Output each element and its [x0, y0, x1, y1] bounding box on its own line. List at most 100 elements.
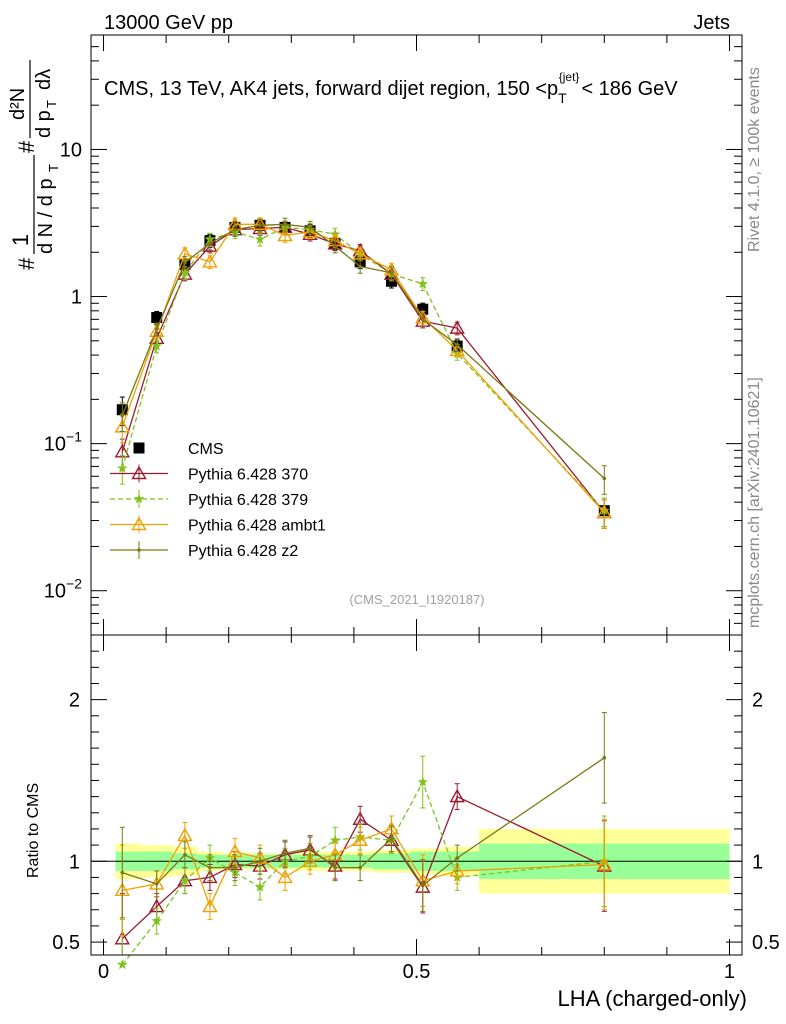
point-z2	[233, 227, 237, 232]
point-p379	[417, 278, 428, 289]
ratio-point-z2	[333, 865, 337, 870]
y-tick-label-base: 1	[71, 287, 82, 309]
point-cms	[417, 303, 429, 315]
ratio-panel-marks	[114, 712, 612, 970]
point-p379	[254, 233, 266, 244]
y-axis-label-dlambda: dλ	[33, 69, 55, 90]
legend-label-p379: Pythia 6.428 379	[188, 492, 308, 509]
legend-label-z2: Pythia 6.428 z2	[188, 543, 298, 560]
point-z2	[389, 271, 394, 275]
ratio-y-tick-label-right: 0.5	[752, 932, 780, 954]
point-z2	[120, 413, 125, 418]
ratio-point-ambt1	[596, 856, 612, 871]
y-tick-label-base: 10	[44, 434, 66, 456]
header-left-label: 13000 GeV pp	[104, 12, 233, 34]
point-ambt1	[596, 504, 612, 519]
y-axis-label-denominator-2: d p	[33, 110, 55, 138]
ratio-point-ambt1	[177, 827, 193, 842]
series-line-p379	[121, 226, 605, 512]
legend-marker-cms	[133, 442, 145, 454]
y-tick-label-exp: −2	[66, 576, 82, 592]
ratio-point-p379	[329, 834, 341, 845]
point-p379	[117, 462, 128, 473]
legend-marker-z2	[137, 548, 141, 552]
ratio-y-tick-label-left: 2	[69, 690, 80, 712]
ratio-point-z2	[389, 836, 394, 841]
watermark: (CMS_2021_I1920187)	[349, 592, 484, 607]
legend-marker-p379	[133, 493, 145, 504]
point-z2	[358, 264, 362, 269]
ratio-point-z2	[308, 846, 312, 851]
point-z2	[208, 241, 212, 246]
chart-title: CMS, 13 TeV, AK4 jets, forward dijet reg…	[104, 70, 678, 106]
ratio-point-p370	[449, 788, 465, 803]
y-tick-label: 10	[60, 139, 82, 161]
legend-label-cms: CMS	[188, 441, 224, 458]
point-z2	[602, 476, 607, 481]
y-axis-label-sub-1: T	[46, 164, 61, 172]
point-z2	[258, 223, 262, 228]
point-z2	[154, 327, 159, 331]
y-tick-label-exp: −1	[66, 429, 82, 445]
x-tick-label: 0.5	[403, 961, 431, 983]
y-tick-label: 10−2	[44, 576, 82, 603]
legend-marker-p370	[131, 465, 147, 480]
series-line-p370	[121, 226, 605, 513]
point-ambt1	[352, 245, 368, 260]
point-ambt1	[202, 253, 218, 268]
y-axis-label-top: # 1 d N / d p T # d²N d p T dλ	[7, 60, 61, 270]
ratio-point-ambt1	[449, 863, 465, 877]
point-z2	[455, 342, 459, 347]
ratio-series-z2	[119, 712, 607, 919]
y-tick-label: 1	[71, 287, 82, 309]
ratio-point-ambt1	[277, 869, 293, 884]
y-axis-label-sub-2: T	[44, 100, 59, 108]
ratio-point-ambt1	[202, 898, 218, 913]
point-ambt1	[449, 342, 465, 357]
x-tick-label: 1	[724, 961, 735, 983]
point-ambt1	[302, 224, 318, 238]
ratio-point-p379	[254, 881, 266, 892]
legend-marker-ambt1	[131, 516, 147, 531]
ratio-y-tick-label-right: 2	[752, 690, 763, 712]
series-z2	[119, 217, 607, 495]
x-axis-label: LHA (charged-only)	[557, 986, 747, 1011]
point-ambt1	[277, 227, 293, 242]
y-tick-label: 10−1	[44, 429, 82, 456]
ratio-panel: 0.5 0.5 1 1 2 2 0 0.5 1	[52, 634, 780, 983]
ratio-y-tick-label-right: 1	[752, 851, 763, 873]
ratio-point-p379	[151, 915, 162, 926]
ratio-point-p379	[179, 875, 191, 886]
ratio-point-z2	[154, 882, 159, 886]
top-panel-marks	[114, 216, 612, 529]
legend-item-p379: Pythia 6.428 379	[110, 490, 308, 509]
ratio-bands	[91, 828, 742, 894]
ratio-line-ambt1	[122, 828, 605, 909]
y-tick-label-base: 10	[60, 139, 82, 161]
y-axis-label-hash-2: #	[14, 140, 39, 153]
ratio-line-z2	[122, 757, 605, 887]
ratio-point-p370	[202, 869, 218, 884]
legend-item-z2: Pythia 6.428 z2	[110, 541, 298, 560]
ratio-point-z2	[455, 856, 459, 860]
y-axis-label-numerator-1: 1	[8, 234, 33, 246]
point-z2	[420, 317, 425, 322]
chart-title-tail: < 186 GeV	[581, 78, 678, 100]
legend-label-ambt1: Pythia 6.428 ambt1	[188, 518, 326, 535]
y-axis-label-numerator-2: d²N	[7, 88, 29, 120]
legend-label-p370: Pythia 6.428 370	[188, 467, 308, 484]
ratio-point-p379	[417, 776, 428, 787]
y-axis-label-denominator-1: d N / d p	[35, 178, 57, 254]
ratio-point-z2	[602, 756, 607, 760]
point-p379	[151, 340, 162, 351]
ratio-y-axis-label: Ratio to CMS	[25, 783, 42, 878]
header-right-label: Jets	[693, 12, 730, 34]
point-z2	[283, 222, 287, 227]
ratio-point-z2	[208, 865, 212, 870]
series-line-z2	[121, 223, 605, 479]
ratio-point-z2	[420, 883, 425, 888]
point-z2	[183, 260, 187, 265]
y-tick-label-base: 10	[44, 581, 66, 603]
